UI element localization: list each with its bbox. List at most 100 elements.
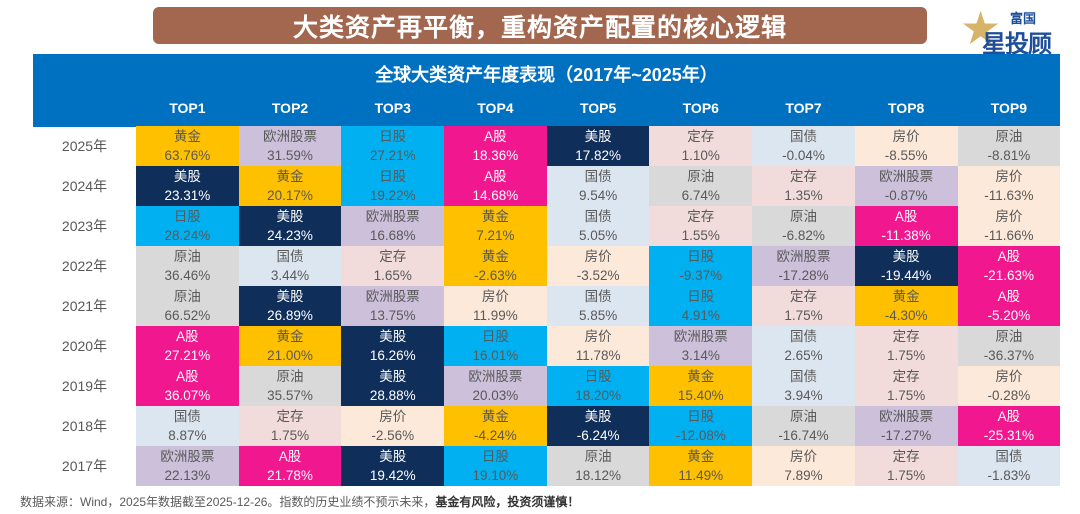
asset-return: -6.24% [576, 428, 620, 443]
table-cell: 房价 7.89% [752, 446, 855, 486]
asset-name: 日股 [687, 409, 715, 424]
table-cell: 国债 -1.83% [957, 446, 1061, 486]
asset-return: 23.31% [164, 188, 211, 203]
table-cell: 日股 27.21% [341, 126, 445, 166]
asset-name: 黄金 [481, 249, 509, 264]
logo-line2: 星投顾 [982, 31, 1052, 58]
table-row: 2022年 原油 36.46% 国债 3.44% 定存 1.65% 黄金 -2.63% 房价 -3.… [33, 246, 1061, 286]
asset-return: 3.14% [681, 348, 720, 363]
year-label: 2025年 [61, 138, 108, 154]
table-cell: 黄金 21.00% [238, 326, 342, 366]
table-cell: 欧洲股票 16.68% [341, 206, 445, 246]
table-cell: 定存 1.75% [238, 406, 342, 446]
table-cell: A股 14.68% [444, 166, 547, 206]
ranking-table: 2025年 黄金 63.76% 欧洲股票 31.59% 日股 27.21% A股 18.36% 美… [33, 126, 1061, 486]
table-cell: 原油 -8.81% [957, 126, 1061, 166]
table-cell: 房价 -8.55% [854, 126, 958, 166]
table-cell: 日股 16.01% [444, 326, 547, 366]
asset-return: -0.04% [782, 148, 825, 163]
asset-name: 美股 [584, 409, 612, 424]
asset-name: A股 [484, 169, 507, 184]
asset-return: -25.31% [983, 428, 1034, 443]
table-cell: 欧洲股票 -0.87% [854, 166, 958, 206]
table-cell: 日股 28.24% [136, 206, 239, 246]
column-header: TOP5 [579, 100, 617, 116]
asset-name: 欧洲股票 [879, 409, 934, 424]
asset-name: A股 [997, 289, 1021, 304]
column-header: TOP3 [374, 100, 411, 116]
table-cell: 国债 8.87% [136, 406, 239, 446]
column-header: TOP1 [169, 100, 206, 116]
asset-return: 2.65% [784, 348, 823, 363]
table-cell: 原油 -6.82% [752, 206, 855, 246]
asset-return: 19.42% [369, 468, 416, 483]
asset-return: 3.94% [784, 388, 823, 403]
asset-return: 21.78% [267, 468, 313, 483]
table-cell: 黄金 11.49% [649, 446, 753, 486]
asset-return: 28.24% [164, 228, 211, 243]
asset-name: 国债 [789, 369, 817, 384]
asset-name: 黄金 [687, 369, 715, 384]
asset-name: A股 [278, 449, 302, 464]
asset-return: 9.54% [578, 188, 618, 203]
table-cell: 定存 1.65% [341, 246, 445, 286]
asset-name: A股 [484, 129, 507, 144]
table-cell: 房价 11.78% [546, 326, 650, 366]
asset-name: 黄金 [276, 169, 304, 184]
table-cell: A股 21.78% [238, 446, 342, 486]
table-row: 2025年 黄金 63.76% 欧洲股票 31.59% 日股 27.21% A股 18.36% 美… [33, 126, 1061, 166]
year-label: 2024年 [61, 178, 108, 194]
table-cell: 房价 11.99% [444, 286, 547, 326]
table-cell: 定存 1.10% [649, 126, 753, 166]
column-header: TOP4 [477, 100, 514, 116]
asset-return: -0.87% [884, 188, 928, 203]
asset-name: A股 [894, 209, 918, 224]
asset-name: 国债 [995, 449, 1023, 464]
footer: 数据来源：Wind，2025年数据截至2025-12-26。指数的历史业绩不预示… [20, 493, 579, 510]
asset-name: 黄金 [276, 329, 304, 344]
asset-name: 原油 [276, 369, 304, 384]
asset-return: -17.27% [881, 428, 932, 443]
asset-return: 3.44% [270, 268, 310, 283]
asset-name: 定存 [892, 369, 920, 384]
table-cell: 定存 1.75% [854, 326, 958, 366]
table-cell: 欧洲股票 3.14% [649, 326, 753, 366]
table-cell: 欧洲股票 -17.28% [752, 246, 855, 286]
asset-return: 31.59% [267, 148, 313, 163]
table-cell: 美股 23.31% [136, 166, 239, 206]
asset-name: 欧洲股票 [879, 169, 934, 184]
table-cell: 美股 17.82% [546, 126, 650, 166]
table-row: 2017年 欧洲股票 22.13% A股 21.78% 美股 19.42% 日股 19.10% 原… [33, 446, 1061, 486]
table-cell: 黄金 20.17% [238, 166, 342, 206]
asset-name: 欧洲股票 [263, 129, 318, 144]
table-cell: A股 18.36% [444, 126, 547, 166]
asset-name: A股 [997, 409, 1021, 424]
table-cell: 房价 -2.56% [341, 406, 445, 446]
table-cell: 欧洲股票 20.03% [444, 366, 547, 406]
table-cell: 黄金 -4.30% [854, 286, 958, 326]
table-cell: 定存 1.35% [752, 166, 855, 206]
asset-return: 1.75% [784, 308, 823, 323]
asset-return: 1.75% [887, 348, 926, 363]
asset-return: -0.28% [987, 388, 1031, 403]
asset-name: 房价 [481, 289, 509, 304]
table-cell: 黄金 63.76% [136, 126, 239, 166]
asset-return: -11.66% [984, 228, 1034, 243]
table-cell: 美股 26.89% [238, 286, 342, 326]
asset-return: -5.20% [987, 308, 1031, 323]
asset-name: 房价 [995, 169, 1023, 184]
asset-return: 24.23% [267, 228, 313, 243]
table-cell: 日股 -9.37% [649, 246, 753, 286]
table-cell: 房价 -11.66% [957, 206, 1061, 246]
year-label: 2018年 [61, 418, 108, 434]
table-cell: 房价 -11.63% [957, 166, 1061, 206]
asset-name: 欧洲股票 [468, 369, 523, 384]
asset-return: 1.75% [887, 468, 926, 483]
table-cell: 国债 -0.04% [752, 126, 855, 166]
asset-return: 18.36% [472, 148, 519, 163]
asset-name: 国债 [584, 209, 612, 224]
asset-return: -12.08% [675, 428, 726, 443]
asset-name: 定存 [892, 449, 920, 464]
table-cell: 欧洲股票 13.75% [341, 286, 445, 326]
asset-name: 房价 [995, 209, 1023, 224]
